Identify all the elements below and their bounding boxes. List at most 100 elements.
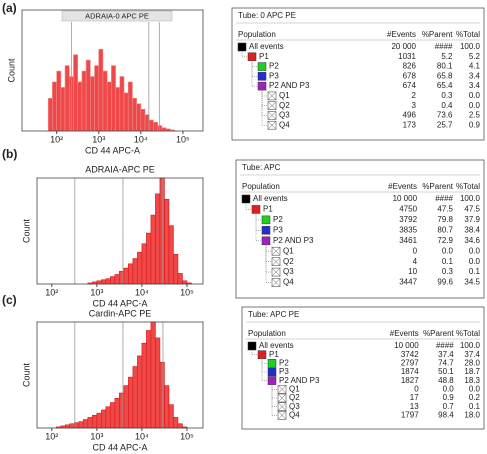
population-name: P3 — [279, 367, 289, 376]
population-icon — [261, 226, 271, 235]
population-name: Q4 — [289, 410, 300, 419]
column-header: %Parent — [422, 182, 453, 191]
cell-events: 3742 — [401, 350, 419, 359]
cell-parent: 65.4 — [437, 81, 453, 90]
cell-events: 4 — [413, 257, 418, 266]
histogram-bar — [106, 81, 112, 132]
histogram-bar — [168, 225, 174, 285]
population-icon — [257, 72, 267, 81]
tube-name: Tube: APC PE — [248, 310, 299, 319]
column-header: %Parent — [423, 329, 454, 338]
population-name: Q2 — [283, 257, 294, 266]
cell-parent: 98.4 — [438, 410, 454, 419]
cell-events: 0 — [413, 246, 418, 255]
histogram-bar — [92, 414, 98, 429]
cell-parent: 0.9 — [443, 393, 455, 402]
cell-total: 18.0 — [464, 410, 480, 419]
x-tick-label: 10⁵ — [180, 431, 194, 441]
x-tick-label: 10⁴ — [135, 287, 149, 297]
cell-parent: 48.8 — [438, 376, 454, 385]
histogram-bar — [150, 214, 156, 285]
population-name: Q3 — [283, 267, 294, 276]
histogram-bar — [161, 127, 167, 132]
cell-events: 496 — [403, 111, 417, 120]
chart-title: Cardin-APC PE — [89, 308, 152, 318]
plot-frame — [21, 9, 204, 132]
cell-events: 2797 — [401, 358, 419, 367]
panel-label: (b) — [2, 147, 17, 161]
y-axis-label: Count — [21, 363, 31, 388]
population-name: P2 AND P3 — [269, 81, 310, 90]
quadrant-cross — [271, 267, 281, 277]
x-tick-label: 10³ — [90, 431, 103, 441]
cell-events: 3461 — [399, 236, 417, 245]
population-name: P2 — [273, 215, 283, 224]
histogram-bar — [105, 406, 111, 429]
x-tick-label: 10² — [45, 431, 58, 441]
population-name: Q2 — [279, 101, 290, 110]
population-name: Q1 — [289, 384, 300, 393]
cell-parent: 80.1 — [437, 62, 453, 71]
x-tick-label: 10⁵ — [180, 287, 194, 297]
histogram-bar — [137, 355, 143, 429]
histogram-bar — [140, 108, 146, 132]
quadrant-cross — [277, 385, 287, 394]
cell-events: 826 — [403, 62, 417, 71]
cell-parent: #### — [436, 341, 454, 350]
histogram-bar — [102, 70, 108, 132]
cell-total: 100.0 — [460, 341, 481, 350]
cell-total: 38.4 — [464, 225, 480, 234]
histogram-bar — [128, 263, 134, 285]
cell-parent: 72.9 — [437, 236, 453, 245]
population-icon — [257, 62, 267, 71]
histogram-bar — [101, 279, 107, 285]
population-name: All events — [259, 341, 294, 350]
cell-events: 1827 — [401, 376, 419, 385]
cell-parent: #### — [435, 42, 453, 51]
cell-events: 1797 — [401, 410, 419, 419]
histogram-bar — [146, 330, 152, 429]
histogram-bar — [114, 398, 120, 429]
column-header: %Total — [456, 30, 480, 39]
column-header: %Parent — [422, 30, 453, 39]
quadrant-cross — [267, 121, 277, 130]
cell-total: 37.9 — [464, 215, 480, 224]
histogram-bar — [94, 65, 100, 132]
column-header: Population — [248, 329, 286, 338]
population-icon — [237, 42, 247, 52]
histogram-bar — [83, 419, 89, 429]
histogram-bar — [111, 65, 116, 132]
x-tick-label: 10² — [50, 134, 63, 144]
cell-events: 3447 — [399, 278, 417, 287]
histogram-bar — [132, 258, 138, 285]
histogram-bar — [159, 361, 165, 429]
histogram-bar — [173, 417, 179, 429]
column-header: #Events — [390, 329, 419, 338]
population-icon — [261, 236, 271, 246]
histogram-bar — [47, 98, 53, 132]
cell-parent: #### — [435, 194, 453, 203]
histogram-bar — [141, 342, 147, 429]
quadrant-cross — [277, 402, 287, 411]
histogram-bar — [173, 254, 179, 285]
panel-label: (c) — [2, 293, 17, 307]
histogram-bar — [78, 421, 84, 429]
histogram-bar — [114, 274, 120, 285]
quadrant-cross — [267, 91, 277, 101]
cell-events: 4750 — [399, 205, 417, 214]
population-name: Q4 — [283, 278, 294, 287]
cell-parent: 0.4 — [441, 101, 453, 110]
cell-events: 3835 — [399, 225, 417, 234]
cell-parent: 0.0 — [443, 384, 455, 393]
histogram-bar — [115, 87, 121, 132]
histogram-bar — [153, 121, 158, 132]
column-header: %Total — [456, 329, 480, 338]
cell-parent: 5.2 — [441, 52, 453, 61]
quadrant-cross — [277, 411, 287, 420]
histogram-bar — [136, 103, 142, 132]
population-name: All events — [249, 42, 284, 51]
cell-parent: 0.0 — [442, 246, 454, 255]
x-axis-label: CD 44 APC-A — [92, 442, 147, 452]
